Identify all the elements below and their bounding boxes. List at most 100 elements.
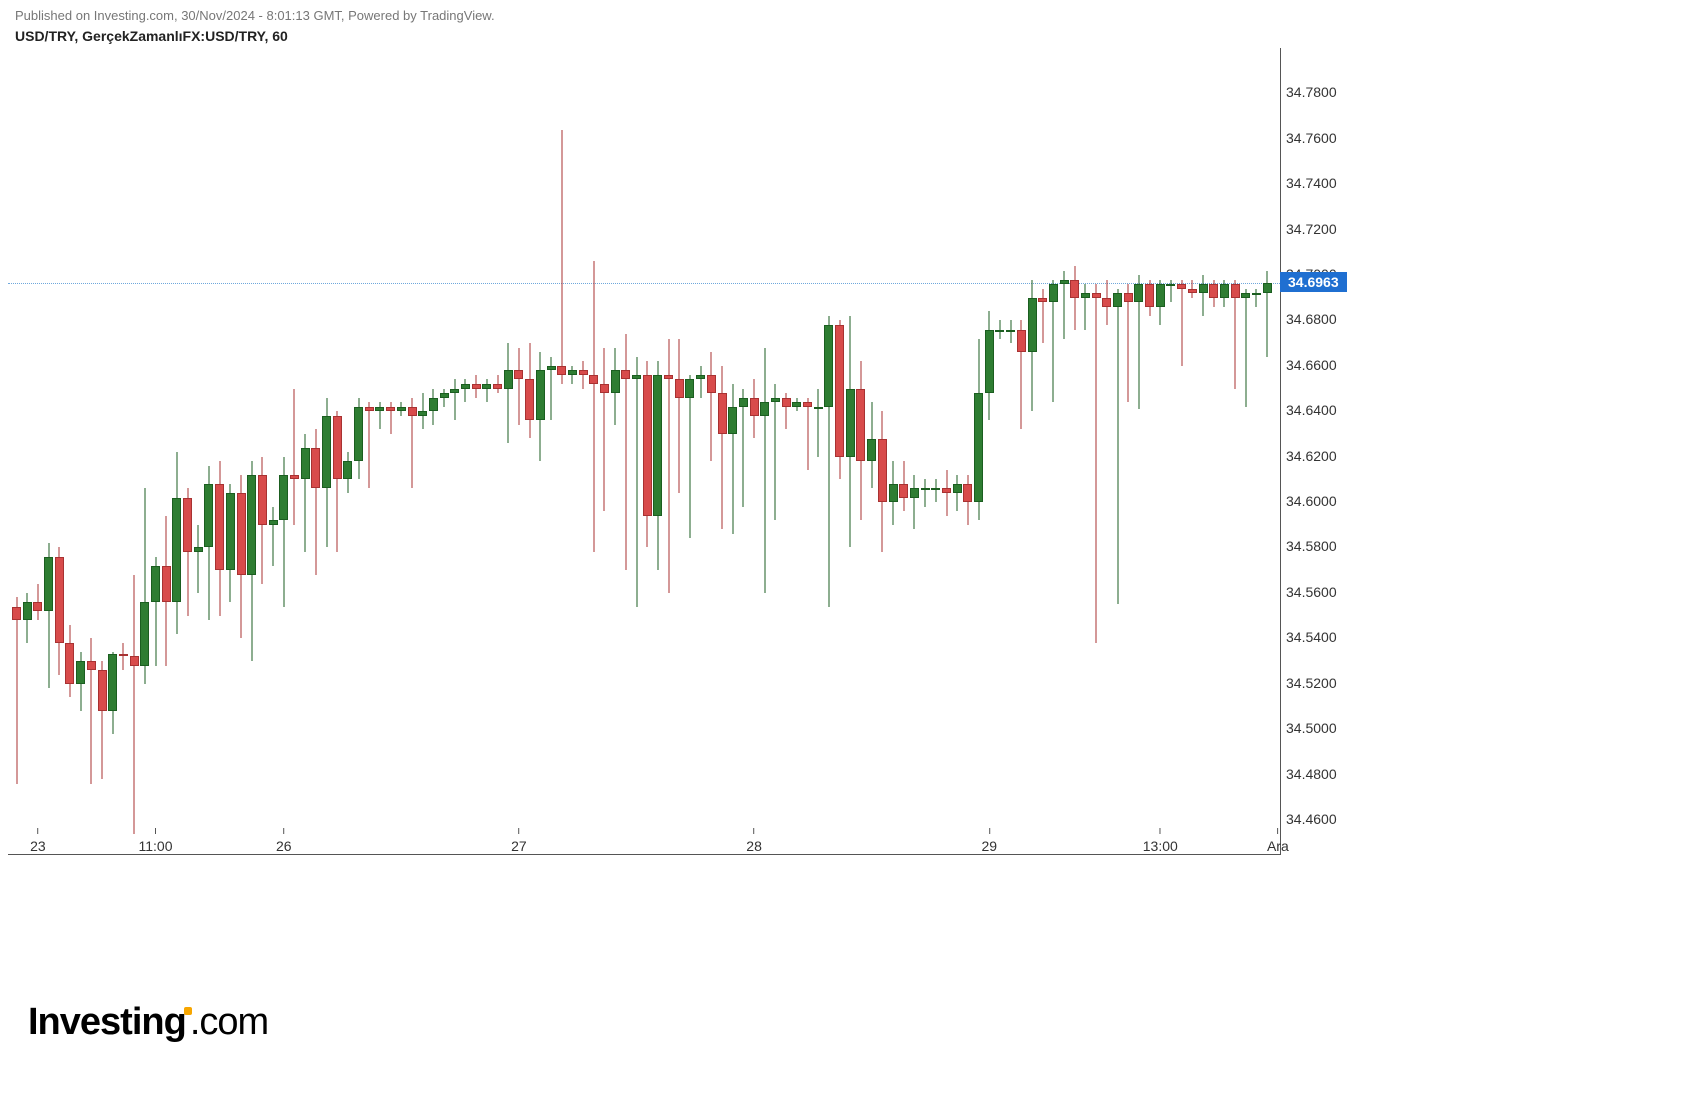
- candle[interactable]: [771, 48, 780, 854]
- price-chart[interactable]: [8, 48, 1281, 855]
- candle[interactable]: [1145, 48, 1154, 854]
- candle[interactable]: [130, 48, 139, 854]
- candle[interactable]: [814, 48, 823, 854]
- candle[interactable]: [782, 48, 791, 854]
- candle[interactable]: [899, 48, 908, 854]
- candle[interactable]: [472, 48, 481, 854]
- candle[interactable]: [354, 48, 363, 854]
- candle[interactable]: [824, 48, 833, 854]
- candle[interactable]: [953, 48, 962, 854]
- candle[interactable]: [536, 48, 545, 854]
- candle[interactable]: [995, 48, 1004, 854]
- candle[interactable]: [375, 48, 384, 854]
- candle[interactable]: [237, 48, 246, 854]
- candle[interactable]: [878, 48, 887, 854]
- candle[interactable]: [760, 48, 769, 854]
- candle[interactable]: [568, 48, 577, 854]
- candle[interactable]: [974, 48, 983, 854]
- candle[interactable]: [140, 48, 149, 854]
- candle[interactable]: [1156, 48, 1165, 854]
- candle[interactable]: [204, 48, 213, 854]
- candle[interactable]: [333, 48, 342, 854]
- candle[interactable]: [151, 48, 160, 854]
- candle[interactable]: [183, 48, 192, 854]
- candle[interactable]: [226, 48, 235, 854]
- candle[interactable]: [514, 48, 523, 854]
- candle[interactable]: [942, 48, 951, 854]
- candle[interactable]: [1124, 48, 1133, 854]
- candle[interactable]: [98, 48, 107, 854]
- candle[interactable]: [889, 48, 898, 854]
- candle[interactable]: [12, 48, 21, 854]
- candle[interactable]: [653, 48, 662, 854]
- candle[interactable]: [1209, 48, 1218, 854]
- candle[interactable]: [162, 48, 171, 854]
- candle[interactable]: [728, 48, 737, 854]
- candle[interactable]: [557, 48, 566, 854]
- candle[interactable]: [418, 48, 427, 854]
- candle[interactable]: [963, 48, 972, 854]
- candle[interactable]: [856, 48, 865, 854]
- candle[interactable]: [675, 48, 684, 854]
- candle[interactable]: [835, 48, 844, 854]
- candle[interactable]: [1028, 48, 1037, 854]
- candle[interactable]: [1231, 48, 1240, 854]
- candle[interactable]: [547, 48, 556, 854]
- candle[interactable]: [343, 48, 352, 854]
- candle[interactable]: [311, 48, 320, 854]
- candle[interactable]: [1241, 48, 1250, 854]
- candle[interactable]: [985, 48, 994, 854]
- candle[interactable]: [718, 48, 727, 854]
- candle[interactable]: [1006, 48, 1015, 854]
- candle[interactable]: [579, 48, 588, 854]
- candle[interactable]: [846, 48, 855, 854]
- candle[interactable]: [632, 48, 641, 854]
- candle[interactable]: [1060, 48, 1069, 854]
- candle[interactable]: [696, 48, 705, 854]
- candle[interactable]: [1199, 48, 1208, 854]
- candle[interactable]: [1188, 48, 1197, 854]
- candle[interactable]: [408, 48, 417, 854]
- candle[interactable]: [621, 48, 630, 854]
- candle[interactable]: [931, 48, 940, 854]
- candle[interactable]: [664, 48, 673, 854]
- candle[interactable]: [493, 48, 502, 854]
- candle[interactable]: [44, 48, 53, 854]
- candle[interactable]: [739, 48, 748, 854]
- candle[interactable]: [290, 48, 299, 854]
- candle[interactable]: [750, 48, 759, 854]
- candle[interactable]: [921, 48, 930, 854]
- candle[interactable]: [525, 48, 534, 854]
- candle[interactable]: [429, 48, 438, 854]
- candle[interactable]: [1113, 48, 1122, 854]
- candle[interactable]: [108, 48, 117, 854]
- candle[interactable]: [172, 48, 181, 854]
- candle[interactable]: [867, 48, 876, 854]
- candle[interactable]: [504, 48, 513, 854]
- candle[interactable]: [685, 48, 694, 854]
- candle[interactable]: [910, 48, 919, 854]
- candle[interactable]: [589, 48, 598, 854]
- candle[interactable]: [1177, 48, 1186, 854]
- candle[interactable]: [1166, 48, 1175, 854]
- candle[interactable]: [707, 48, 716, 854]
- candle[interactable]: [322, 48, 331, 854]
- candle[interactable]: [1252, 48, 1261, 854]
- candle[interactable]: [397, 48, 406, 854]
- candle[interactable]: [279, 48, 288, 854]
- candle[interactable]: [1070, 48, 1079, 854]
- candle[interactable]: [65, 48, 74, 854]
- candle[interactable]: [301, 48, 310, 854]
- candle[interactable]: [1102, 48, 1111, 854]
- candle[interactable]: [365, 48, 374, 854]
- candle[interactable]: [87, 48, 96, 854]
- candle[interactable]: [600, 48, 609, 854]
- candle[interactable]: [482, 48, 491, 854]
- candle[interactable]: [1092, 48, 1101, 854]
- candle[interactable]: [643, 48, 652, 854]
- candle[interactable]: [611, 48, 620, 854]
- candle[interactable]: [215, 48, 224, 854]
- candle[interactable]: [1081, 48, 1090, 854]
- candle[interactable]: [76, 48, 85, 854]
- candle[interactable]: [461, 48, 470, 854]
